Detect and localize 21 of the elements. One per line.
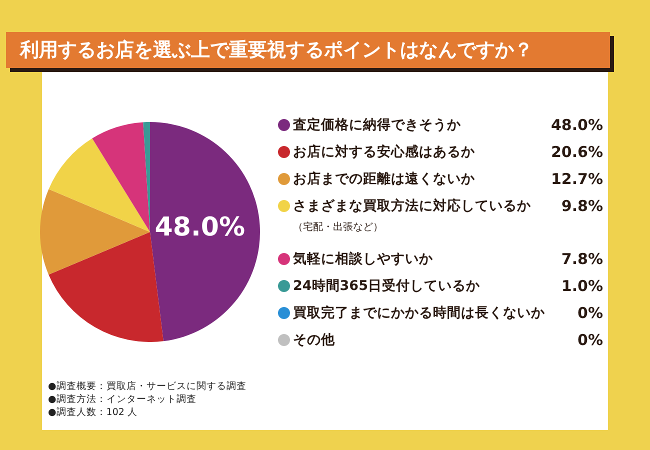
legend-label: 査定価格に納得できそうか <box>293 117 461 133</box>
text: ●調査概要：買取店・サービスに関する調査 <box>48 380 246 393</box>
legend-label: お店までの距離は遠くないか <box>293 171 475 187</box>
text: 0% <box>578 331 603 349</box>
data-label: 48.0% <box>154 212 245 242</box>
text: ●調査方法：インターネット調査 <box>48 393 198 406</box>
text: 0% <box>578 304 603 322</box>
legend-label: 気軽に相談しやすいか <box>293 251 433 267</box>
legend-label: さまざまな買取方法に対応しているか（宅配・出張など） <box>293 198 531 233</box>
data-label: 7.8% <box>560 250 603 268</box>
text: ●調査人数：102 人 <box>48 406 138 419</box>
legend-label: 買取完了までにかかる時間は長くないか <box>293 305 545 321</box>
chart-title: 利用するお店を選ぶ上で重要視するポイントはなんですか？ <box>6 32 610 68</box>
data-label: 9.8% <box>560 197 603 215</box>
data-label: 1.0% <box>560 277 603 295</box>
text: 48.0% <box>550 116 603 134</box>
legend-label: 24時間365日受付しているか <box>293 278 480 294</box>
data-label: 20.6% <box>550 143 603 161</box>
legend-label: その他 <box>293 332 335 348</box>
data-label: 12.7% <box>550 170 603 188</box>
legend-label: お店に対する安心感はあるか <box>293 144 475 160</box>
